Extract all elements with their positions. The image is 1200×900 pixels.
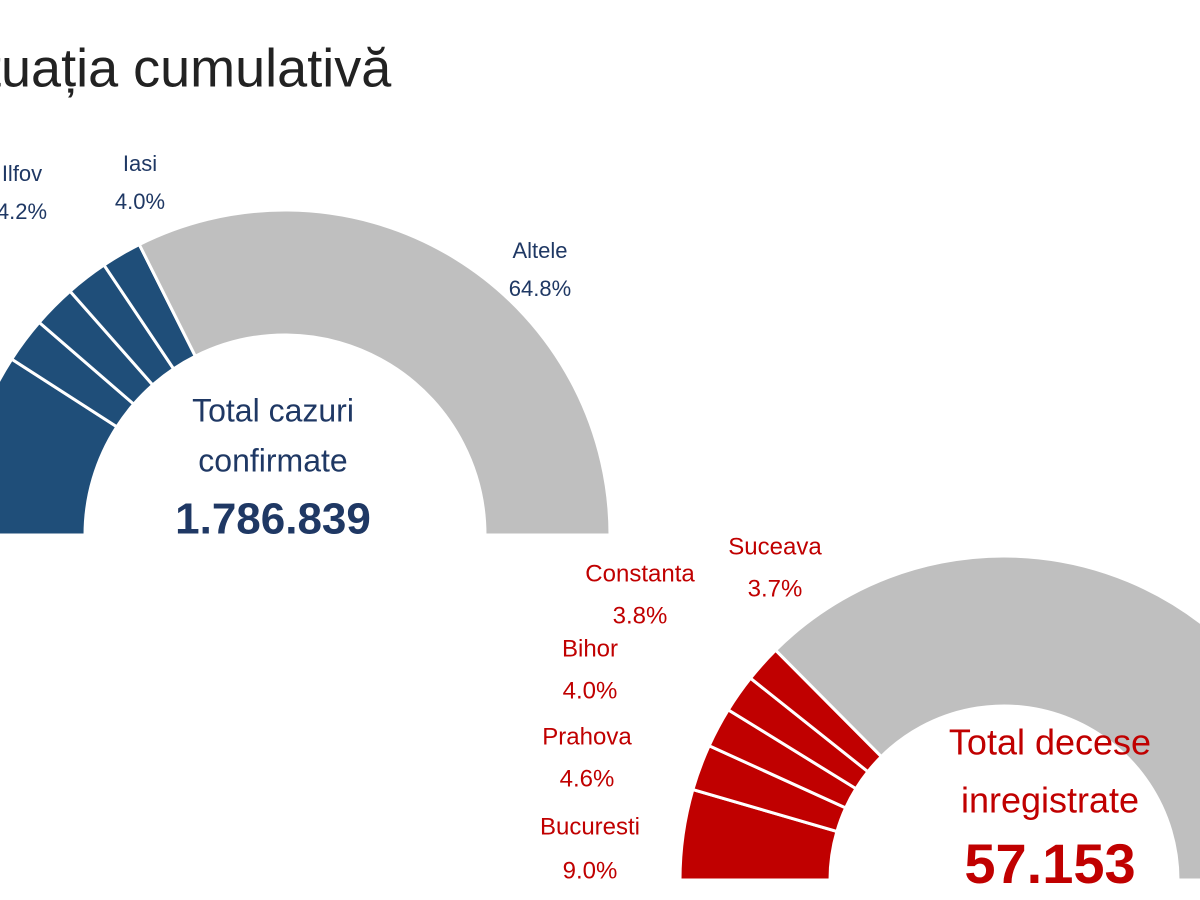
slice-value: 4.6% [560,765,615,792]
slice-label: Iasi [123,151,157,176]
slice-label: Suceava [728,533,822,560]
slide-title: Situația cumulativă [0,38,392,98]
slice-label: Bucuresti [540,813,640,840]
slice-value: 4.2% [0,199,47,224]
slice-value: 3.8% [613,602,668,629]
slice-label: Altele [512,238,567,263]
slice-value: 9.0% [563,857,618,884]
center-caption: confirmate [198,442,347,478]
slice-value: 4.0% [115,189,165,214]
slice-label: Bihor [562,635,618,662]
center-caption: Total cazuri [192,392,354,428]
donut-slice [773,554,1200,882]
slice-value: 4.0% [563,677,618,704]
center-caption: inregistrate [961,780,1139,821]
center-caption: Total decese [949,722,1151,763]
slice-label: Ilfov [2,161,42,186]
slice-value: 3.7% [748,575,803,602]
center-total: 57.153 [964,832,1135,895]
slice-label: Prahova [542,723,632,750]
slice-value: 64.8% [509,276,571,301]
slice-label: Constanta [585,560,695,587]
center-total: 1.786.839 [175,495,371,544]
donut-slice [137,208,612,537]
